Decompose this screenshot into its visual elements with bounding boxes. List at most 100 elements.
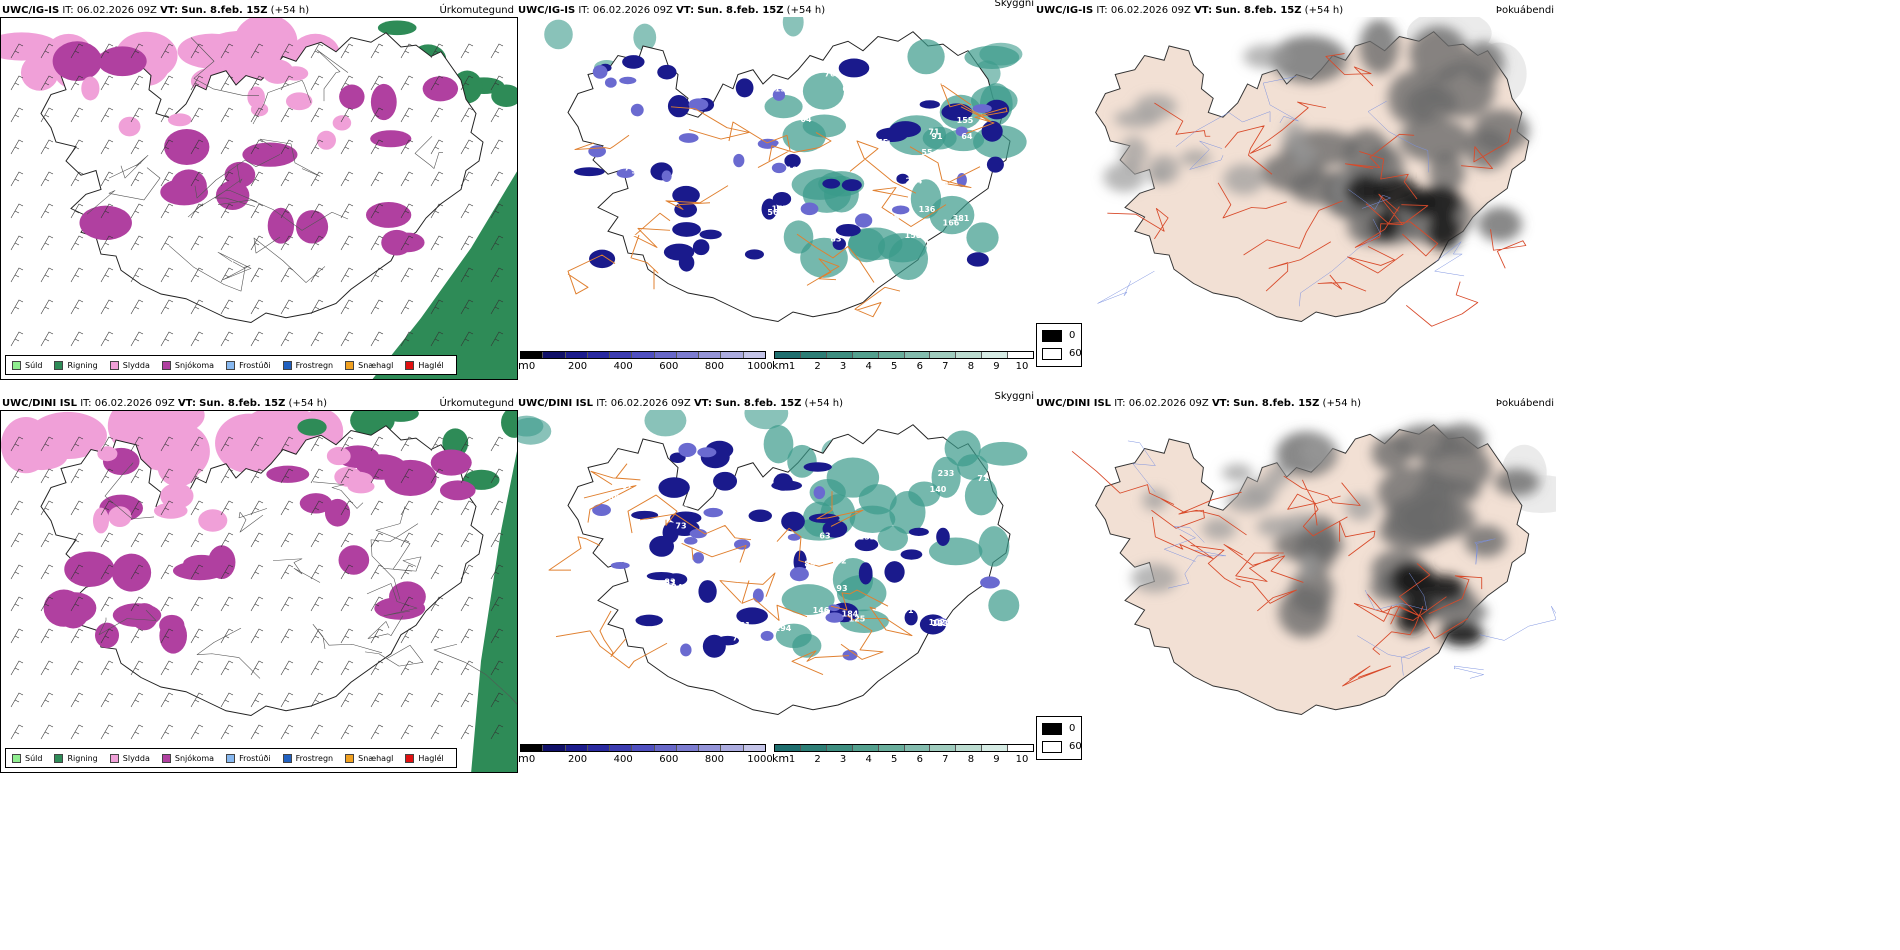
visibility-tick: 4 bbox=[865, 754, 872, 765]
legend-label: Súld bbox=[25, 360, 43, 370]
cloud-base-label: 52 bbox=[718, 73, 729, 82]
cloud-base-label: 155 bbox=[957, 116, 974, 125]
cloud-base-label: 52 bbox=[626, 229, 637, 238]
visibility-ticks: 1 2 3 4 5 6 7 8 9 10 bbox=[774, 754, 1034, 766]
cloud-base-label: 75 bbox=[840, 537, 851, 546]
visibility-tick: 10 bbox=[1015, 754, 1029, 765]
cloud-base-label: 10 bbox=[786, 166, 798, 175]
cloud-base-label: 166 bbox=[943, 219, 960, 228]
precip-type-title: Úrkomutegund bbox=[439, 5, 514, 16]
init-time-value: 06.02.2026 09Z bbox=[1128, 398, 1209, 409]
height-ticks: 0 200 400 600 800 1000 bbox=[520, 361, 773, 373]
valid-time-value: Sun. 8.feb. 15Z bbox=[1233, 398, 1320, 409]
cloud-base-label: 77 bbox=[622, 208, 633, 217]
model-name: UWC/IG-IS bbox=[1036, 5, 1094, 16]
legend-label: Haglél bbox=[418, 753, 444, 763]
cloud-base-label: 89 bbox=[804, 559, 815, 568]
init-time-label: IT: bbox=[62, 5, 74, 16]
valid-time-value: Sun. 8.feb. 15Z bbox=[181, 5, 268, 16]
cloud-base-label: 65 bbox=[608, 494, 619, 503]
cloud-base-label: 56 bbox=[767, 208, 778, 217]
fog-title: Þokuábendi bbox=[1495, 398, 1554, 409]
panel-header: UWC/DINI ISL IT: 06.02.2026 09Z VT: Sun.… bbox=[518, 398, 843, 409]
height-colorbar bbox=[520, 744, 766, 752]
cloud-base-label: 112 bbox=[717, 498, 734, 507]
cloud-base-label: 188 bbox=[645, 472, 662, 481]
cloud-base-label: 76 bbox=[766, 560, 777, 569]
legend-swatch bbox=[345, 360, 355, 370]
panel-header: UWC/IG-IS IT: 06.02.2026 09Z VT: Sun. 8.… bbox=[1036, 5, 1343, 16]
fog-svg bbox=[1095, 17, 1530, 327]
visibility-tick: 9 bbox=[993, 361, 1000, 372]
visibility-tick: 1 bbox=[788, 361, 796, 372]
lead-time: (+54 h) bbox=[786, 5, 826, 16]
cloud-base-label: 158 bbox=[905, 231, 922, 240]
visibility-bar-unit: km bbox=[772, 359, 790, 372]
model-name: UWC/IG-IS bbox=[518, 5, 576, 16]
model-name: UWC/DINI ISL bbox=[1036, 398, 1112, 409]
visibility-tick: 6 bbox=[916, 361, 923, 372]
cloud-base-label: 164 bbox=[925, 240, 942, 249]
visibility-tick: 8 bbox=[967, 754, 975, 765]
legend-label: Frostregn bbox=[295, 753, 334, 763]
panel-header: UWC/DINI ISL IT: 06.02.2026 09Z VT: Sun.… bbox=[2, 398, 327, 409]
precip-legend-item: Frostregn bbox=[282, 360, 333, 370]
legend-swatch bbox=[405, 753, 415, 763]
height-tick: 0 bbox=[528, 754, 536, 765]
cloud-base-label: 64 bbox=[961, 132, 973, 141]
precip-type-panel: UWC/DINI ISL IT: 06.02.2026 09Z VT: Sun.… bbox=[0, 393, 518, 773]
precip-legend-item: Frostúði bbox=[226, 753, 271, 763]
cloud-base-label: 92 bbox=[709, 81, 720, 90]
legend-swatch bbox=[282, 360, 292, 370]
cloud-base-label: 97 bbox=[870, 117, 881, 126]
height-tick: 0 bbox=[528, 361, 536, 372]
cloud-base-label: 57 bbox=[766, 542, 777, 551]
cloud-base-label: 146 bbox=[687, 168, 704, 177]
visibility-tick: 6 bbox=[916, 754, 923, 765]
legend-swatch bbox=[54, 753, 64, 763]
legend-swatch bbox=[54, 360, 64, 370]
precip-legend-item: Rigning bbox=[54, 360, 98, 370]
cloud-base-label: 102 bbox=[929, 618, 946, 627]
fog-legend: 0 60 bbox=[1036, 716, 1082, 760]
cloud-base-label: 67 bbox=[621, 482, 632, 491]
init-time-label: IT: bbox=[1096, 5, 1108, 16]
cloud-base-label: 60 bbox=[714, 242, 726, 251]
cloud-base-label: 61 bbox=[842, 85, 853, 94]
cloud-base-label: 71 bbox=[928, 128, 939, 137]
init-time-value: 06.02.2026 09Z bbox=[94, 398, 175, 409]
legend-swatch bbox=[226, 753, 236, 763]
visibility-tick: 1 bbox=[788, 754, 796, 765]
cloud-base-label: 121 bbox=[613, 454, 630, 463]
lead-time: (+54 h) bbox=[288, 398, 327, 409]
precip-legend-item: Snjókoma bbox=[161, 753, 214, 763]
cloud-base-labels: 105 70 123 67 102 233 57 71 77 61 76 146 72 89 87 73 75 1… bbox=[608, 454, 989, 649]
precip-type-title: Úrkomutegund bbox=[439, 398, 514, 409]
precip-legend-item: Slydda bbox=[109, 753, 150, 763]
fog-legend-low: 0 bbox=[1069, 330, 1076, 341]
fog-map bbox=[1036, 410, 1556, 770]
init-time-label: IT: bbox=[596, 398, 608, 409]
cloud-base-label: 123 bbox=[932, 619, 949, 628]
fog-legend: 0 60 bbox=[1036, 323, 1082, 367]
cloud-visibility-svg: 136 155 381 64 52 52 71 81 122 52 64 60 55 82 77 61 166 9… bbox=[544, 17, 1027, 323]
cloud-base-label: 61 bbox=[880, 140, 891, 149]
visibility-tick: 2 bbox=[814, 361, 821, 372]
precip-type-map: Súld Rigning Slydda Snjókoma Frostúði Frostre… bbox=[0, 410, 518, 773]
precip-legend-item: Rigning bbox=[54, 753, 98, 763]
cloud-visibility-title: Skyggni bbox=[994, 0, 1034, 9]
legend-swatch bbox=[109, 753, 119, 763]
legend-swatch bbox=[161, 753, 171, 763]
valid-time-label: VT: bbox=[160, 5, 179, 16]
precip-legend-item: Snjókoma bbox=[161, 360, 214, 370]
cloud-base-label: 136 bbox=[919, 205, 936, 214]
height-tick: 600 bbox=[659, 754, 679, 765]
panel-header: UWC/IG-IS IT: 06.02.2026 09Z VT: Sun. 8.… bbox=[518, 5, 825, 16]
init-time-label: IT: bbox=[80, 398, 92, 409]
precip-legend-item: Frostregn bbox=[282, 753, 334, 763]
cloud-base-label: 85 bbox=[982, 209, 993, 218]
cloud-base-label: 110 bbox=[973, 515, 990, 524]
cloud-base-label: 233 bbox=[938, 469, 955, 478]
cloud-base-label: 81 bbox=[711, 213, 722, 222]
fog-legend-low: 0 bbox=[1069, 723, 1076, 734]
